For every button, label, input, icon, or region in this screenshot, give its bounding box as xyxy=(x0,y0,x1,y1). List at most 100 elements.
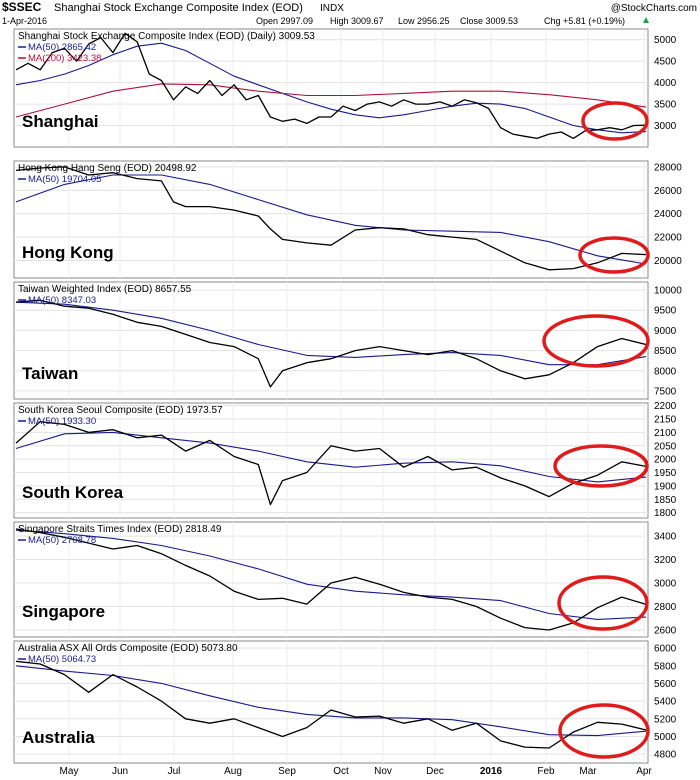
y-tick-label: 2150 xyxy=(654,415,677,426)
chart-panel: 7500 8000 8500 9000 9500 10000 Taiwan Weighted… xyxy=(13,281,682,400)
y-tick-label: 9500 xyxy=(654,306,677,317)
y-tick-label: 20000 xyxy=(654,256,682,267)
x-tick-label: Mar xyxy=(579,766,597,777)
y-tick-label: 4000 xyxy=(654,78,677,89)
region-label: Singapore xyxy=(22,602,105,621)
moving-average-line xyxy=(15,665,647,737)
y-tick-label: 2200 xyxy=(654,401,677,412)
panel-frame xyxy=(13,521,649,638)
moving-average-line xyxy=(15,529,647,620)
y-tick-label: 1900 xyxy=(654,481,677,492)
region-label: South Korea xyxy=(22,483,124,502)
y-tick-label: 8000 xyxy=(654,366,677,377)
panel-frame xyxy=(13,402,649,519)
panel-title: Taiwan Weighted Index (EOD) 8657.55 xyxy=(18,284,192,295)
x-tick-label: Aug xyxy=(224,766,242,777)
x-tick-label: Jun xyxy=(112,766,128,777)
y-tick-label: 5000 xyxy=(654,732,677,743)
panel-frame xyxy=(13,640,649,764)
header-symbol: $SSEC xyxy=(2,0,42,14)
chart-panel: 1800 1850 1900 1950 2000 2050 2100 2150 2200 Sout… xyxy=(13,401,677,519)
y-tick-label: 5800 xyxy=(654,661,677,672)
y-tick-label: 2600 xyxy=(654,625,677,636)
header-close: Close 3009.53 xyxy=(460,16,518,26)
header-title: Shanghai Stock Exchange Composite Index … xyxy=(54,2,303,14)
header-exchange: INDX xyxy=(320,3,344,14)
y-tick-label: 10000 xyxy=(654,286,682,297)
x-tick-label: Sep xyxy=(278,766,296,777)
region-label: Australia xyxy=(22,728,95,747)
y-tick-label: 1850 xyxy=(654,495,677,506)
x-tick-label: Oct xyxy=(333,766,349,777)
panel-frame xyxy=(13,281,649,400)
red-ellipse-highlight xyxy=(578,236,650,274)
legend-entry: MA(50) 5064.73 xyxy=(28,654,96,665)
price-series-line xyxy=(15,299,647,388)
panel-title: Singapore Straits Times Index (EOD) 2818… xyxy=(18,524,222,535)
x-tick-label: Jul xyxy=(168,766,181,777)
x-tick-label: Dec xyxy=(426,766,444,777)
panel-title: Hong Kong Hang Seng (EOD) 20498.92 xyxy=(18,163,197,174)
chart-panel: 2600 2800 3000 3200 3400 Singapore Straits Ti… xyxy=(13,521,677,638)
y-tick-label: 7500 xyxy=(654,386,677,397)
price-series-line xyxy=(15,421,647,506)
header-high: High 3009.67 xyxy=(330,16,384,26)
y-tick-label: 5000 xyxy=(654,35,677,46)
legend-entry: MA(50) 2865.42 xyxy=(28,42,96,53)
y-tick-label: 22000 xyxy=(654,233,682,244)
y-tick-label: 3000 xyxy=(654,579,677,590)
red-ellipse-highlight xyxy=(553,444,649,488)
y-tick-label: 6000 xyxy=(654,644,677,655)
price-series-line xyxy=(15,166,647,271)
header-open: Open 2997.09 xyxy=(256,16,313,26)
y-tick-label: 3000 xyxy=(654,121,677,132)
y-tick-label: 1800 xyxy=(654,508,677,519)
x-tick-label: May xyxy=(60,766,79,777)
region-label: Shanghai xyxy=(22,112,99,131)
up-arrow-icon xyxy=(643,17,649,23)
y-tick-label: 2100 xyxy=(654,428,677,439)
red-ellipse-highlight xyxy=(581,101,649,141)
moving-average-line xyxy=(15,83,647,118)
y-tick-label: 2050 xyxy=(654,441,677,452)
header-low: Low 2956.25 xyxy=(398,16,450,26)
price-series-line xyxy=(15,660,647,749)
panel-title: Australia ASX All Ords Composite (EOD) 5… xyxy=(18,643,238,654)
panel-title: Shanghai Stock Exchange Composite Index … xyxy=(18,31,315,42)
chart-panel: 4800 5000 5200 5400 5600 5800 6000 Australia AS… xyxy=(13,640,677,764)
y-tick-label: 5600 xyxy=(654,679,677,690)
y-tick-label: 2800 xyxy=(654,602,677,613)
y-tick-label: 5200 xyxy=(654,714,677,725)
y-tick-label: 2000 xyxy=(654,455,677,466)
red-ellipse-highlight xyxy=(558,703,650,759)
y-tick-label: 3400 xyxy=(654,532,677,543)
y-tick-label: 4500 xyxy=(654,57,677,68)
legend-entry: MA(200) 3423.38 xyxy=(28,53,101,64)
y-tick-label: 1950 xyxy=(654,468,677,479)
panel-frame xyxy=(13,28,649,148)
y-tick-label: 24000 xyxy=(654,209,682,220)
x-axis: May Jun Jul Aug Sep Oct Nov Dec 2016 Feb Mar Apr xyxy=(60,766,653,777)
y-tick-label: 4800 xyxy=(654,750,677,761)
legend-entry: MA(50) 1933.30 xyxy=(28,416,96,427)
x-tick-label: Nov xyxy=(374,766,392,777)
red-ellipse-highlight xyxy=(557,575,649,631)
chart-header: $SSEC Shanghai Stock Exchange Composite … xyxy=(2,0,697,26)
y-tick-label: 3200 xyxy=(654,555,677,566)
chart-panel: 3000 3500 4000 4500 5000 Shanghai Stock Excha… xyxy=(13,28,677,148)
header-date: 1-Apr-2016 xyxy=(2,16,47,26)
header-brand: @StockCharts.com xyxy=(611,3,697,14)
y-tick-label: 26000 xyxy=(654,186,682,197)
region-label: Hong Kong xyxy=(22,243,114,262)
region-label: Taiwan xyxy=(22,364,78,383)
legend-entry: MA(50) 2708.78 xyxy=(28,535,96,546)
price-series-line xyxy=(15,32,647,140)
price-series-line xyxy=(15,528,647,631)
y-tick-label: 8500 xyxy=(654,346,677,357)
chart-panel: 20000 22000 24000 26000 28000 Hong Kong Hang … xyxy=(13,160,682,279)
y-tick-label: 28000 xyxy=(654,162,682,173)
moving-average-line xyxy=(15,301,647,366)
panel-title: South Korea Seoul Composite (EOD) 1973.5… xyxy=(18,405,223,416)
y-tick-label: 9000 xyxy=(654,326,677,337)
